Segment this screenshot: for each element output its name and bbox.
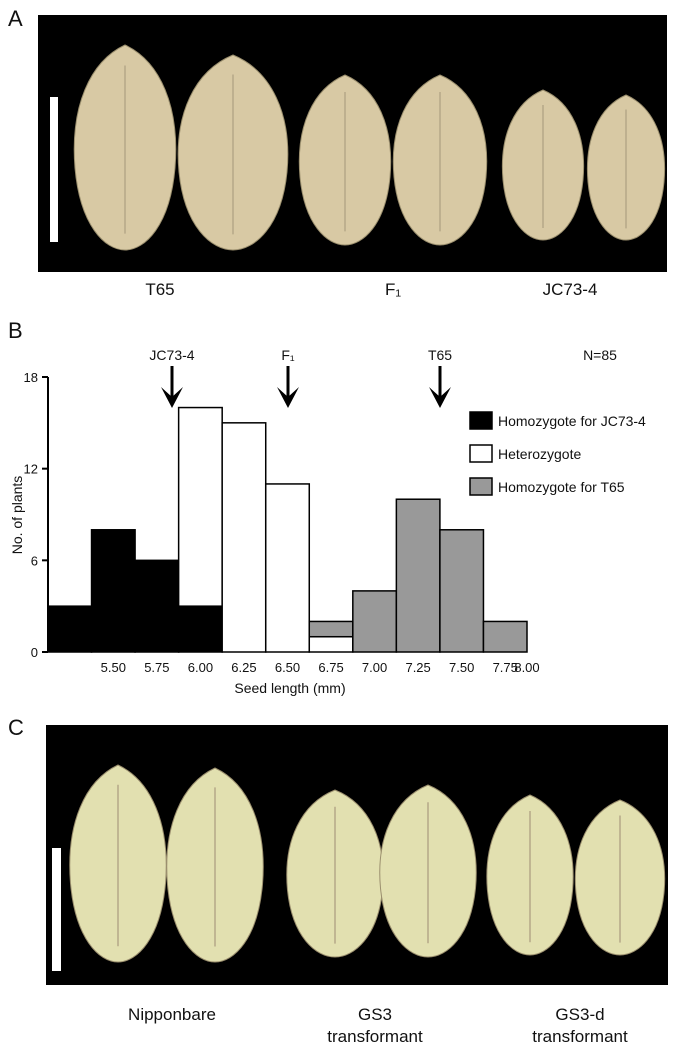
arrowhead bbox=[277, 387, 299, 408]
scale-bar bbox=[52, 848, 61, 971]
x-tick-label: 7.75 bbox=[493, 660, 518, 675]
bar bbox=[352, 590, 398, 653]
panel-label: B bbox=[8, 318, 23, 343]
caption: transformant bbox=[532, 1027, 628, 1042]
bar bbox=[177, 406, 223, 607]
panel-label: A bbox=[8, 6, 23, 31]
arrowhead bbox=[429, 387, 451, 408]
x-tick-label: 6.50 bbox=[275, 660, 300, 675]
legend-swatch bbox=[469, 444, 493, 463]
annotation: N=85 bbox=[583, 347, 617, 363]
scale-bar bbox=[50, 97, 58, 242]
bar bbox=[90, 529, 136, 653]
annotation: F₁ bbox=[281, 347, 295, 363]
x-axis-label: Seed length (mm) bbox=[234, 680, 345, 696]
bar bbox=[482, 620, 528, 653]
caption: Nipponbare bbox=[128, 1005, 216, 1024]
legend-swatch bbox=[469, 477, 493, 496]
legend-swatch bbox=[469, 411, 493, 430]
x-tick-label: 6.75 bbox=[318, 660, 343, 675]
caption: transformant bbox=[327, 1027, 423, 1042]
caption: F₁ bbox=[385, 280, 401, 299]
bar bbox=[221, 422, 267, 653]
annotation: JC73-4 bbox=[149, 347, 194, 363]
y-tick-label: 18 bbox=[24, 370, 38, 385]
x-tick-label: 6.00 bbox=[188, 660, 213, 675]
x-tick-label: 7.25 bbox=[405, 660, 430, 675]
caption: GS3 bbox=[358, 1005, 392, 1024]
bar bbox=[134, 559, 180, 653]
panel-label: C bbox=[8, 715, 24, 740]
x-tick-label: 6.25 bbox=[231, 660, 256, 675]
bar bbox=[395, 498, 441, 653]
x-tick-label: 7.00 bbox=[362, 660, 387, 675]
x-tick-label: 8.00 bbox=[514, 660, 539, 675]
legend-label: Homozygote for JC73-4 bbox=[498, 413, 646, 429]
bar bbox=[308, 635, 354, 653]
bar bbox=[308, 620, 354, 638]
caption: T65 bbox=[145, 280, 174, 299]
bar bbox=[264, 483, 311, 653]
y-tick-label: 6 bbox=[31, 553, 38, 568]
x-tick-label: 7.50 bbox=[449, 660, 474, 675]
bar bbox=[177, 605, 223, 653]
legend-label: Heterozygote bbox=[498, 446, 581, 462]
x-tick-label: 5.50 bbox=[101, 660, 126, 675]
caption: GS3-d bbox=[555, 1005, 604, 1024]
x-tick-label: 5.75 bbox=[144, 660, 169, 675]
bar bbox=[439, 529, 485, 653]
y-axis-label: No. of plants bbox=[9, 476, 25, 555]
y-tick-label: 12 bbox=[24, 462, 38, 477]
legend-label: Homozygote for T65 bbox=[498, 479, 625, 495]
annotation: T65 bbox=[428, 347, 452, 363]
bar bbox=[47, 605, 93, 653]
caption: JC73-4 bbox=[543, 280, 598, 299]
y-tick-label: 0 bbox=[31, 645, 38, 660]
arrowhead bbox=[161, 387, 183, 408]
